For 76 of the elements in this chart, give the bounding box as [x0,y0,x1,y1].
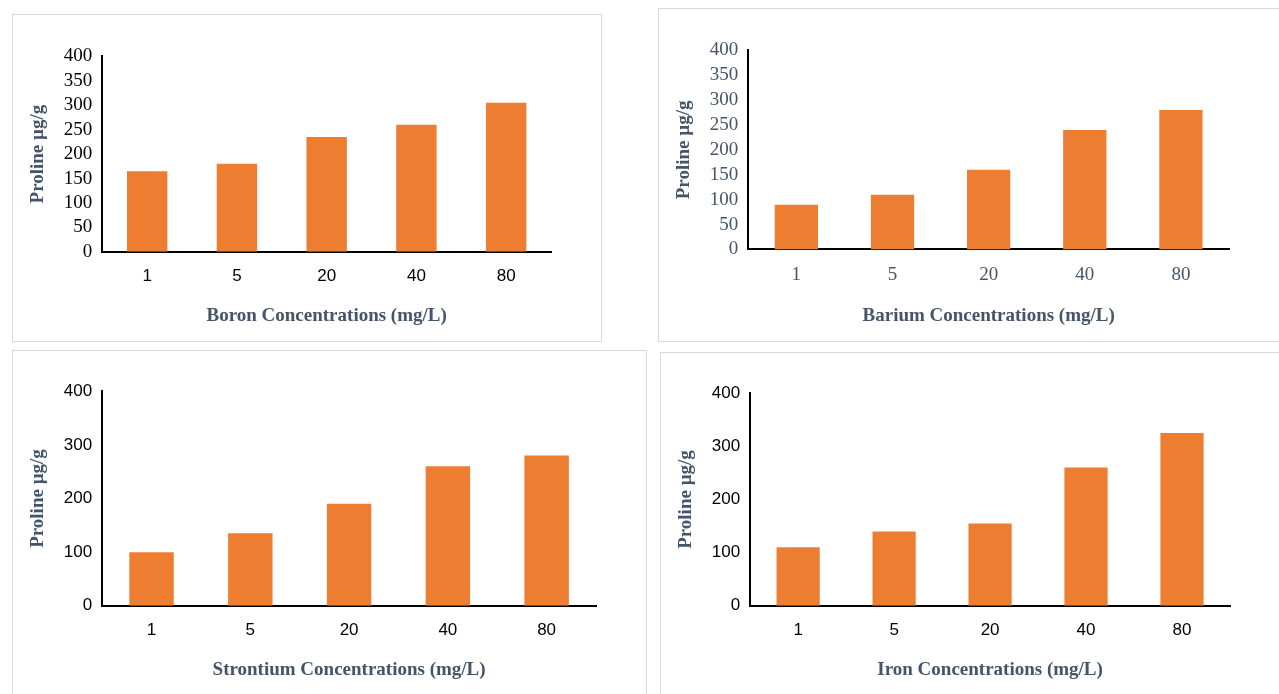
y-tick-label: 300 [63,93,93,115]
x-tick-label: 20 [979,262,999,284]
y-tick-label: 300 [709,88,739,110]
x-tick-label: 1 [142,265,152,285]
bar [396,124,437,252]
x-tick-label: 80 [1172,619,1192,639]
y-axis-title: Proline µg/g [672,100,694,200]
x-tick-label: 40 [1076,619,1096,639]
x-tick-label: 40 [438,619,458,639]
y-axis-title: Proline µg/g [674,449,696,549]
bar [485,102,527,252]
bar [968,523,1012,606]
y-axis-title: Proline µg/g [26,448,48,548]
x-tick-label: 20 [317,265,337,285]
bar [870,194,915,250]
x-tick-label: 80 [1171,262,1191,284]
x-tick-label: 80 [496,265,516,285]
bar [326,503,372,606]
y-tick-label: 400 [63,380,93,400]
bar [774,204,818,250]
y-tick-label: 100 [63,190,93,212]
y-tick-label: 50 [719,212,739,234]
bar [776,547,820,606]
bar [129,552,174,606]
y-tick-label: 350 [709,63,739,85]
bar [1063,130,1107,250]
y-tick-label: 200 [709,137,739,159]
y-tick-label: 50 [73,215,93,237]
y-tick-label: 100 [711,542,741,562]
x-tick-label: 1 [791,262,802,284]
y-tick-label: 300 [63,434,93,454]
bar [228,533,273,606]
x-tick-label: 40 [406,265,426,285]
y-tick-label: 150 [709,162,739,184]
y-tick-label: 0 [728,237,739,259]
bar [1064,467,1108,606]
x-tick-label: 5 [245,619,256,639]
x-tick-label: 5 [887,262,898,284]
bar [216,163,258,252]
x-tick-label: 20 [339,619,359,639]
x-axis-title: Barium Concentrations (mg/L) [862,303,1115,326]
y-tick-label: 0 [82,595,93,615]
y-tick-label: 400 [709,38,739,60]
bar [967,169,1011,250]
y-tick-label: 250 [63,117,93,139]
x-tick-label: 40 [1075,262,1095,284]
x-tick-label: 20 [980,619,1000,639]
y-tick-label: 300 [711,436,741,456]
x-tick-label: 5 [232,265,242,285]
bar [306,137,347,252]
bar [425,466,471,606]
y-tick-label: 150 [63,166,93,188]
y-tick-label: 200 [711,489,741,509]
x-tick-label: 80 [537,619,557,639]
y-tick-label: 0 [730,595,741,615]
x-axis-title: Boron Concentrations (mg/L) [206,303,447,326]
x-axis-title: Iron Concentrations (mg/L) [877,657,1103,680]
y-tick-label: 400 [63,44,93,66]
y-tick-label: 250 [709,113,739,135]
y-tick-label: 350 [63,68,93,90]
y-tick-label: 0 [82,239,93,261]
bar [872,531,916,606]
x-axis-title: Strontium Concentrations (mg/L) [212,657,486,680]
y-tick-label: 100 [709,187,739,209]
x-tick-label: 5 [889,619,899,639]
x-tick-label: 1 [146,619,157,639]
x-tick-label: 1 [793,619,803,639]
bar [1159,110,1203,250]
y-tick-label: 200 [63,488,93,508]
bar [524,455,569,606]
y-tick-label: 100 [63,541,93,561]
bar [126,171,168,252]
y-tick-label: 200 [63,142,93,164]
bar [1160,433,1204,606]
y-tick-label: 400 [711,382,741,402]
y-axis-title: Proline µg/g [26,104,48,204]
